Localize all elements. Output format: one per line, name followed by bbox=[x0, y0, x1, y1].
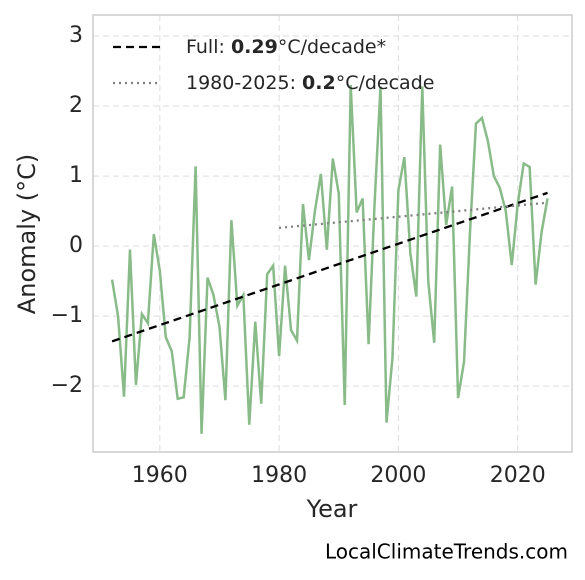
legend-entry: 1980-2025: 0.2°C/decade bbox=[186, 72, 434, 94]
trend-line bbox=[111, 191, 548, 343]
legend-rate: 0.29 bbox=[231, 36, 278, 58]
x-tick-label: 2020 bbox=[490, 463, 546, 488]
legend-rate: 0.2 bbox=[302, 72, 336, 94]
y-tick-label: 2 bbox=[69, 93, 83, 118]
y-tick-label: −2 bbox=[51, 373, 83, 398]
plot-frame bbox=[92, 14, 573, 453]
y-tick-label: −1 bbox=[51, 303, 83, 328]
x-tick-label: 2000 bbox=[370, 463, 426, 488]
legend-entry: Full: 0.29°C/decade* bbox=[186, 36, 386, 58]
x-tick-label: 1980 bbox=[251, 463, 307, 488]
y-tick-label: 1 bbox=[69, 163, 83, 188]
y-tick-label: 0 bbox=[69, 233, 83, 258]
x-tick-label: 1960 bbox=[132, 463, 188, 488]
data-line bbox=[110, 84, 549, 434]
legend-label: Full: bbox=[186, 36, 231, 58]
legend-suffix: °C/decade bbox=[336, 72, 435, 94]
x-axis-label: Year bbox=[306, 495, 358, 523]
legend-suffix: °C/decade* bbox=[278, 36, 386, 58]
y-axis-label: Anomaly (°C) bbox=[13, 154, 41, 314]
watermark: LocalClimateTrends.com bbox=[325, 540, 568, 564]
y-tick-label: 3 bbox=[69, 23, 83, 48]
legend-label: 1980-2025: bbox=[186, 72, 302, 94]
